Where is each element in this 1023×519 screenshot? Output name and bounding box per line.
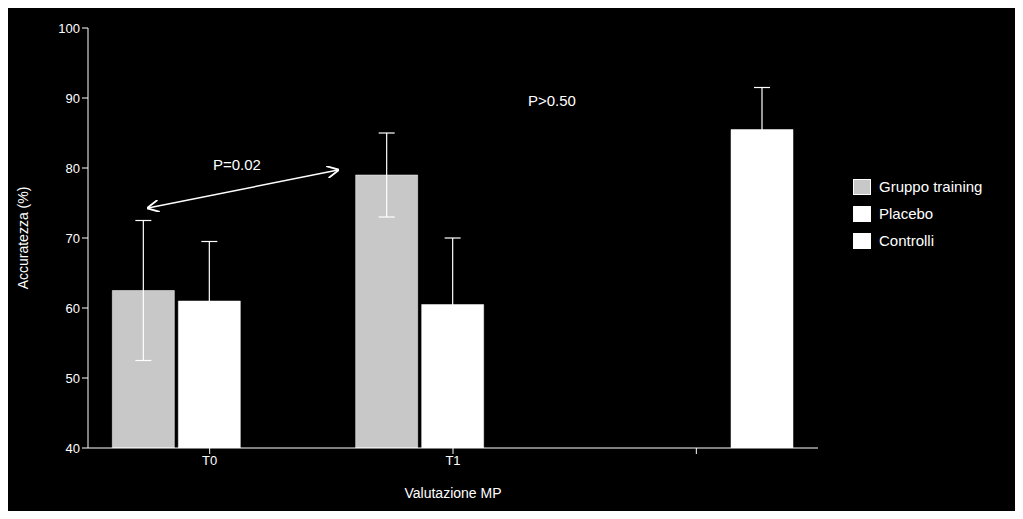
html-text:Gruppo training: Gruppo training — [879, 178, 983, 195]
html-text:Controlli: Controlli — [879, 232, 934, 249]
html-text:P=0.02: P=0.02 — [213, 156, 261, 173]
svg-text:80: 80 — [66, 161, 80, 176]
html-text:P>0.50: P>0.50 — [528, 92, 576, 109]
svg-text:40: 40 — [66, 441, 80, 456]
svg-text:60: 60 — [66, 301, 80, 316]
svg-text:Valutazione MP: Valutazione MP — [404, 485, 501, 501]
svg-text:50: 50 — [66, 371, 80, 386]
html-text:Placebo: Placebo — [879, 205, 934, 222]
svg-text:90: 90 — [66, 91, 80, 106]
svg-text:100: 100 — [58, 21, 80, 36]
svg-text:T0: T0 — [202, 453, 217, 468]
svg-text:70: 70 — [66, 231, 80, 246]
svg-text:T1: T1 — [445, 453, 460, 468]
svg-text:Accuratezza (%): Accuratezza (%) — [15, 187, 31, 290]
